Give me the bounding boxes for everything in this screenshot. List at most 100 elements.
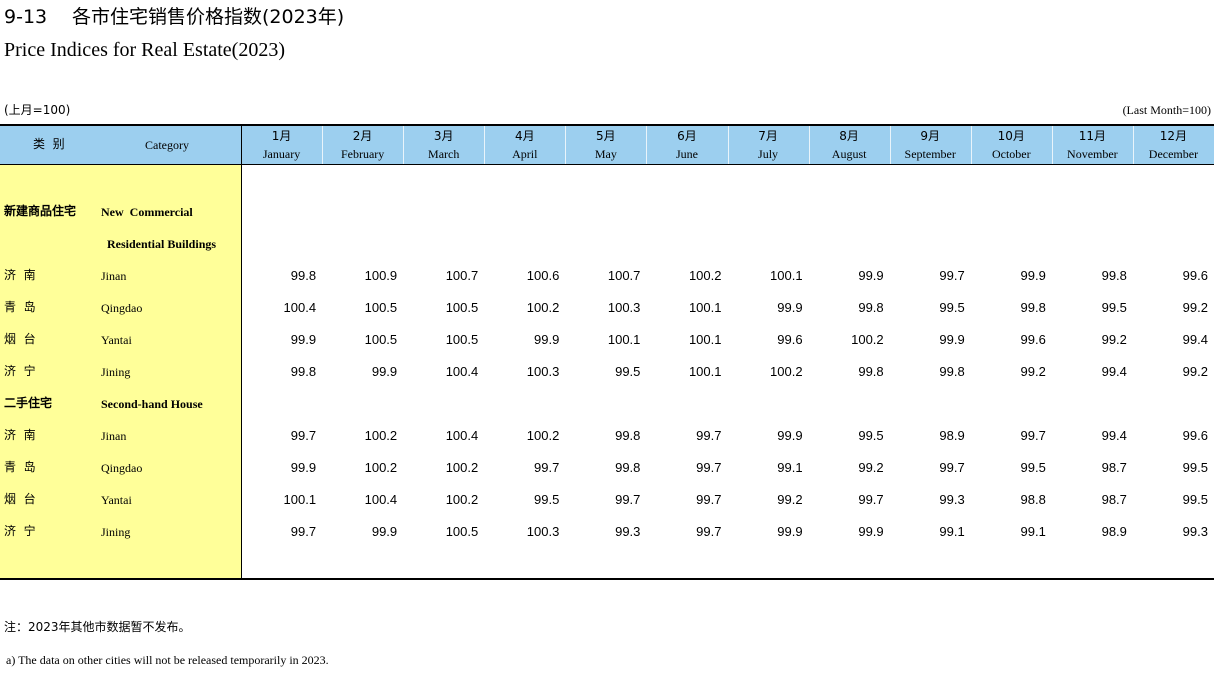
month-en: June	[675, 147, 698, 161]
month-cn: 2月	[352, 129, 373, 143]
note-cn: 注：2023年其他市数据暂不发布。	[4, 620, 191, 634]
column-divider	[484, 126, 486, 164]
cell-value: 99.7	[290, 524, 317, 539]
row-en: Yantai	[101, 493, 132, 507]
cell-value: 99.9	[371, 524, 398, 539]
month-cn: 8月	[839, 129, 859, 143]
cell-value: 99.7	[696, 524, 722, 539]
header-rule	[0, 164, 1214, 165]
row-cn: 烟 台	[4, 332, 36, 346]
month-en: April	[512, 147, 538, 161]
month-en: January	[262, 147, 301, 161]
cell-value: 98.9	[939, 428, 965, 443]
cell-value: 99.8	[1020, 300, 1046, 315]
cell-value: 99.3	[615, 524, 641, 539]
cell-value: 100.1	[770, 268, 803, 283]
cell-value: 99.9	[858, 524, 884, 539]
cell-value: 100.4	[445, 428, 479, 443]
cell-value: 99.7	[858, 492, 884, 507]
cell-value: 99.9	[1020, 268, 1046, 283]
cell-value: 100.1	[283, 492, 317, 507]
month-en: July	[758, 147, 779, 161]
row-en: Jining	[101, 365, 131, 379]
cell-value: 99.5	[534, 492, 560, 507]
row-en: Jinan	[101, 269, 127, 283]
cell-value: 99.1	[777, 460, 803, 475]
cell-value: 99.7	[615, 492, 641, 507]
cell-value: 99.5	[615, 364, 641, 379]
cell-value: 99.9	[777, 300, 803, 315]
title-en: Price Indices for Real Estate(2023)	[4, 39, 286, 61]
cell-value: 99.8	[615, 428, 641, 443]
month-cn: 9月	[920, 129, 941, 143]
column-divider	[1051, 126, 1053, 164]
month-en: November	[1067, 147, 1118, 161]
row-cn: 济 宁	[4, 524, 36, 538]
cell-value: 99.5	[1182, 492, 1208, 507]
cell-value: 99.2	[1182, 364, 1208, 379]
category-divider	[241, 125, 242, 579]
row-en: Jinan	[101, 429, 127, 443]
month-en: October	[991, 147, 1031, 161]
cell-value: 100.2	[526, 428, 560, 443]
month-cn: 12月	[1159, 129, 1188, 143]
cell-value: 100.1	[607, 332, 641, 347]
cell-value: 99.7	[1020, 428, 1046, 443]
cell-value: 100.3	[526, 524, 560, 539]
category-cn-header: 类 别	[33, 137, 65, 151]
cell-value: 99.9	[777, 428, 803, 443]
row-en: Qingdao	[101, 461, 143, 475]
cell-value: 99.8	[858, 300, 884, 315]
cell-value: 99.2	[1101, 332, 1127, 347]
cell-value: 99.9	[777, 524, 803, 539]
category-bg	[0, 164, 241, 579]
cell-value: 100.4	[364, 492, 398, 507]
cell-value: 99.8	[290, 268, 317, 283]
month-en: September	[904, 147, 956, 161]
column-divider	[970, 126, 972, 164]
cell-value: 99.7	[696, 460, 722, 475]
category-en-header: Category	[145, 138, 189, 152]
cell-value: 99.3	[939, 492, 965, 507]
column-divider	[322, 126, 324, 164]
cell-value: 100.4	[445, 364, 479, 379]
cell-value: 99.9	[939, 332, 965, 347]
cell-value: 99.9	[290, 332, 317, 347]
cell-value: 99.7	[939, 460, 965, 475]
row-cn: 烟 台	[4, 492, 36, 506]
section-en: Second-hand House	[101, 397, 203, 411]
cell-value: 99.9	[858, 268, 884, 283]
cell-value: 100.2	[770, 364, 803, 379]
row-cn: 济 宁	[4, 364, 36, 378]
table-code: 9-13	[4, 6, 48, 28]
cell-value: 100.2	[445, 460, 479, 475]
cell-value: 99.5	[939, 300, 965, 315]
cell-value: 100.4	[283, 300, 317, 315]
cell-value: 100.3	[526, 364, 560, 379]
month-cn: 7月	[758, 129, 778, 143]
cell-value: 99.5	[1182, 460, 1208, 475]
cell-value: 100.2	[364, 460, 398, 475]
month-en: February	[340, 147, 385, 161]
title-cn: 各市住宅销售价格指数(2023年)	[72, 6, 345, 28]
cell-value: 99.4	[1101, 428, 1127, 443]
cell-value: 98.8	[1020, 492, 1046, 507]
cell-value: 100.2	[526, 300, 560, 315]
cell-value: 99.2	[1020, 364, 1046, 379]
cell-value: 99.8	[290, 364, 317, 379]
cell-value: 99.9	[290, 460, 317, 475]
column-divider	[403, 126, 405, 164]
column-divider	[565, 126, 567, 164]
month-cn: 1月	[271, 129, 292, 143]
month-en: March	[428, 147, 460, 161]
cell-value: 99.6	[777, 332, 803, 347]
column-divider	[646, 126, 648, 164]
cell-value: 100.5	[445, 300, 479, 315]
cell-value: 99.4	[1101, 364, 1127, 379]
cell-value: 99.7	[696, 428, 722, 443]
cell-value: 99.4	[1182, 332, 1208, 347]
cell-value: 99.6	[1182, 268, 1208, 283]
cell-value: 99.7	[696, 492, 722, 507]
column-divider	[1132, 126, 1134, 164]
row-en: Qingdao	[101, 301, 143, 315]
